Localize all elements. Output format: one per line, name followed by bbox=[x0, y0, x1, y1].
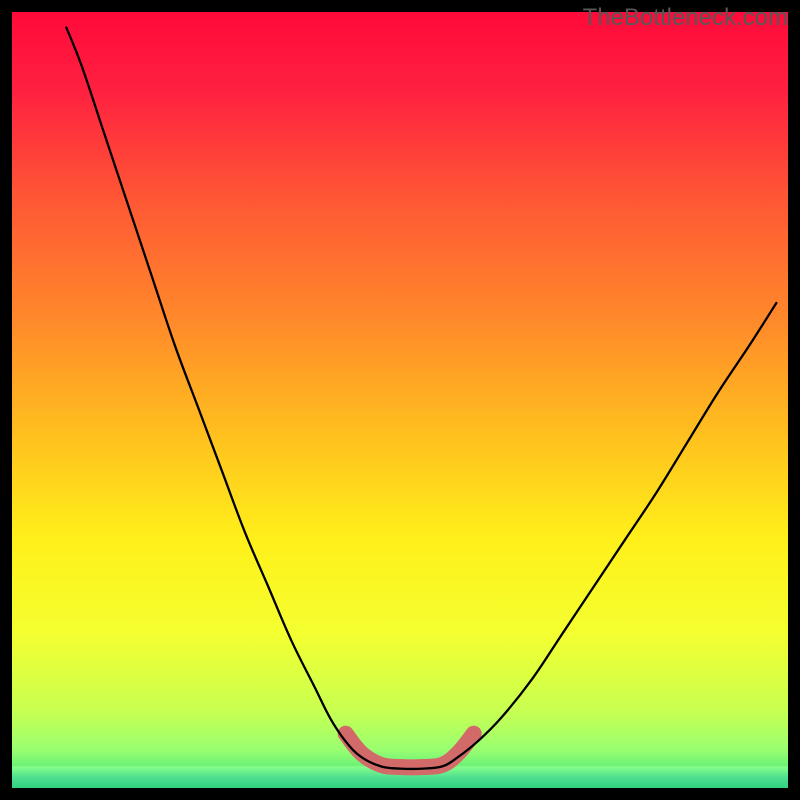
watermark-text: TheBottleneck.com bbox=[583, 4, 788, 32]
gradient-background bbox=[12, 12, 788, 788]
bottleneck-chart bbox=[0, 0, 800, 800]
chart-container: TheBottleneck.com bbox=[0, 0, 800, 800]
